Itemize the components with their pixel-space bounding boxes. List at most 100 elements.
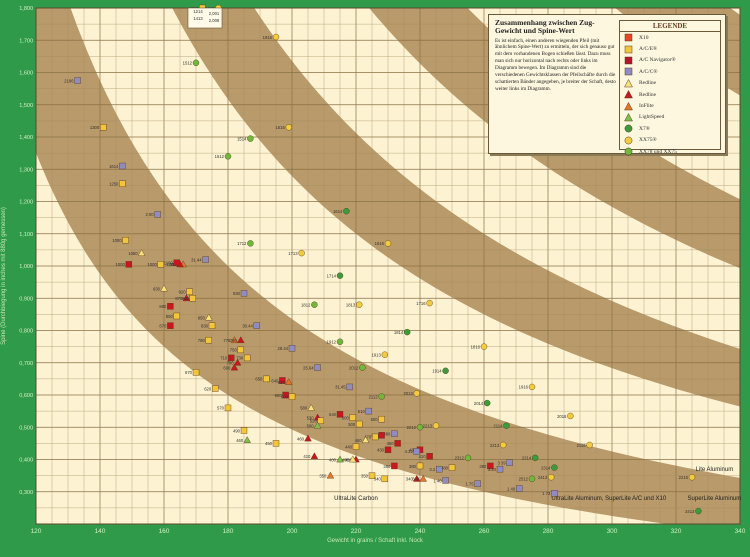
point-label: 710 [220,356,228,361]
x-tick-label: 320 [671,528,682,535]
point-label: 400 [329,457,337,462]
legend-item: X10 [620,32,720,43]
x-tick-label: 240 [415,528,426,535]
point-label: 2215 [679,475,689,480]
point-label: 1250 [109,182,119,187]
marker-square [243,354,251,362]
point-label: 2016 [557,414,567,419]
point-label: 2213 [490,443,500,448]
marker-square [551,490,558,497]
point-label: 400 [345,457,353,462]
point-label: 30.44 [242,323,253,328]
point-label: 380 [409,464,417,469]
point-label: 400 [342,457,350,462]
marker-square [205,336,213,344]
marker-triangle [205,313,213,321]
point-label: 450 [387,441,395,446]
x-tick-label: 140 [95,528,106,535]
marker-triangle [233,358,242,366]
legend-item: X7® [620,123,720,134]
y-tick-label: 1,600 [19,71,33,77]
marker-circle [416,424,424,431]
point-label: 920 [179,290,187,295]
point-label: 510 [358,409,366,414]
marker-circle [192,59,200,67]
marker-circle [484,399,491,407]
marker-square [186,288,193,295]
point-label: 1816 [471,344,481,349]
point-label: 2512 [519,477,529,482]
marker-square [74,77,81,84]
y-tick-label: 1,100 [19,232,33,238]
x-axis-title: Gewicht in grains / Schaft inkl. Nock [327,538,423,544]
point-label: 1000 [147,262,157,267]
marker-triangle [237,336,245,343]
point-label: 500 [342,415,350,420]
marker-square [516,485,523,492]
marker-circle [343,207,350,215]
marker-square [368,472,376,479]
point-label: 1512 [215,154,225,159]
marker-circle [224,153,232,160]
y-tick-label: 0,300 [19,490,33,496]
point-label: 1813 [346,303,356,308]
point-label: 1912 [327,340,337,345]
marker-square [208,322,216,329]
marker-square [317,417,324,424]
point-label: 430 [409,448,417,453]
point-label: 780 [198,338,206,343]
point-label: 340 [406,477,414,482]
point-label: 1 40 [433,478,442,483]
point-label: 1616 [375,241,385,246]
marker-circle [464,454,472,462]
inset-box [187,7,223,29]
point-label: 900 [182,296,190,301]
point-label: 1916 [519,385,529,390]
marker-circle [272,33,280,41]
marker-circle [381,351,388,358]
marker-square [253,322,261,329]
y-axis-title-wrap: Spine (Durchbiegung in inches mit 880g g… [0,0,14,552]
point-label: 4.22 [405,449,414,454]
marker-circle [442,367,449,375]
y-tick-label: 0,400 [19,458,33,464]
y-tick-label: 1,200 [19,200,33,206]
point-label: 31.45 [335,385,346,390]
point-label: 2213 [423,423,433,428]
legend-title: LEGENDE [620,21,720,32]
marker-square [378,432,385,439]
marker-circle [688,474,696,481]
y-tick-label: 0,600 [19,393,33,399]
legend-label: A/C Navigator® [639,57,676,64]
point-label: 380 [383,464,391,469]
point-label: 1913 [371,352,381,357]
point-label: 470 [364,435,372,440]
point-label: 2116 [577,443,587,448]
marker-square [279,377,286,384]
point-label: 1713 [288,251,298,256]
point-label: 580 [300,406,308,411]
marker-square [173,259,181,266]
marker-square [122,236,129,244]
marker-triangle [243,436,251,443]
point-label: 1716 [416,301,426,306]
point-label: 780 [230,338,238,343]
marker-square [506,459,513,466]
marker-square [381,475,388,483]
point-label: 1812 [301,303,311,308]
chart-title: Zusammenhang zwischen Zug-Gewicht und Sp… [495,18,595,36]
marker-square [288,393,296,400]
legend-panel: Zusammenhang zwischen Zug-Gewicht und Sp… [488,14,726,156]
y-tick-label: 0,900 [19,296,33,302]
point-label: 380 [479,464,487,469]
marker-circle [298,249,305,257]
marker-square [442,477,449,484]
point-label: 25.64 [303,365,314,370]
point-label: 930 [233,291,241,296]
legend-square-icon [624,56,633,65]
y-tick-label: 1,300 [19,167,33,173]
marker-triangle [310,452,319,460]
point-label: 1000 [167,262,177,267]
point-label: 350 [319,473,327,478]
point-label: 850 [166,314,174,319]
